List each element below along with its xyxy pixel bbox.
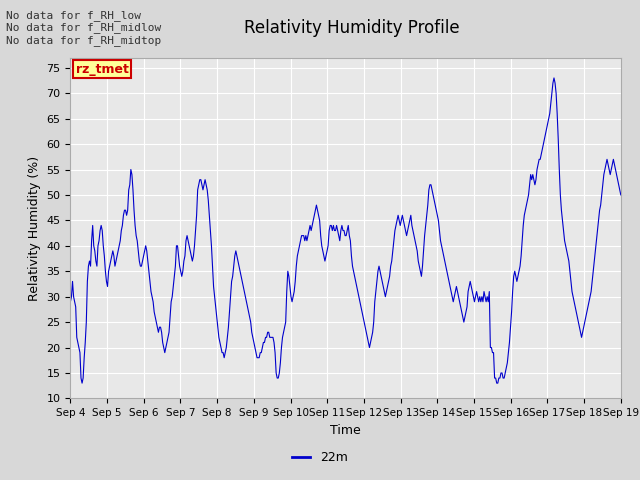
- Text: No data for f_RH_low
No data for f_RH_midlow
No data for f_RH_midtop: No data for f_RH_low No data for f_RH_mi…: [6, 10, 162, 46]
- Text: rz_tmet: rz_tmet: [76, 63, 129, 76]
- Text: Relativity Humidity Profile: Relativity Humidity Profile: [244, 19, 460, 37]
- Legend: 22m: 22m: [287, 446, 353, 469]
- X-axis label: Time: Time: [330, 424, 361, 437]
- Y-axis label: Relativity Humidity (%): Relativity Humidity (%): [28, 156, 41, 300]
